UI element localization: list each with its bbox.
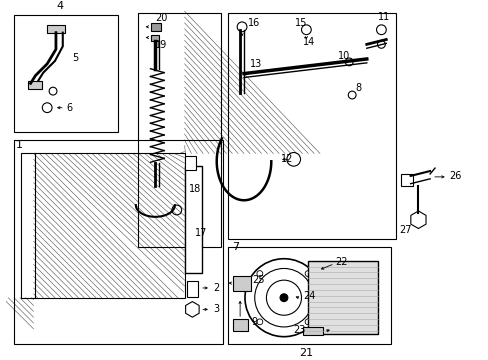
Text: 14: 14 (303, 37, 315, 48)
Text: 10: 10 (337, 51, 349, 61)
Text: 23: 23 (293, 325, 305, 335)
Text: 17: 17 (195, 228, 207, 238)
Bar (28, 81, 42, 89)
Bar (184, 166, 202, 273)
Bar (151, 23, 161, 31)
Bar (138, 13, 220, 247)
Bar (14, 140, 222, 345)
Text: 6: 6 (66, 103, 73, 113)
Bar (228, 247, 390, 345)
Text: 7: 7 (232, 242, 239, 252)
Bar (233, 276, 250, 291)
Bar (308, 261, 378, 334)
Text: 21: 21 (299, 348, 313, 358)
Text: 27: 27 (399, 225, 411, 235)
Text: 11: 11 (377, 12, 389, 22)
Bar (151, 35, 159, 41)
Bar (228, 13, 395, 239)
Text: 8: 8 (354, 83, 361, 93)
Text: 18: 18 (189, 184, 201, 194)
Bar (303, 327, 322, 335)
Text: 3: 3 (212, 305, 219, 314)
Text: 9: 9 (251, 317, 257, 327)
Text: 26: 26 (448, 171, 461, 181)
Text: 2: 2 (212, 283, 219, 293)
Bar (184, 156, 196, 170)
Bar (47, 25, 64, 33)
Bar (233, 319, 247, 331)
Text: 20: 20 (155, 13, 167, 23)
Text: 1: 1 (16, 140, 23, 150)
Bar (186, 281, 198, 297)
Text: 4: 4 (56, 1, 63, 11)
Bar (34, 153, 184, 298)
Bar (21, 153, 35, 298)
Text: 16: 16 (247, 18, 260, 28)
Text: 24: 24 (303, 291, 315, 301)
Text: 19: 19 (155, 40, 167, 50)
Bar (400, 174, 412, 186)
Bar (14, 15, 118, 132)
Text: 13: 13 (249, 59, 262, 69)
Text: 25: 25 (251, 275, 264, 285)
Text: 15: 15 (294, 18, 306, 28)
Text: 12: 12 (281, 154, 293, 164)
Text: 22: 22 (335, 257, 347, 267)
Circle shape (280, 294, 287, 302)
Text: 5: 5 (72, 53, 79, 63)
